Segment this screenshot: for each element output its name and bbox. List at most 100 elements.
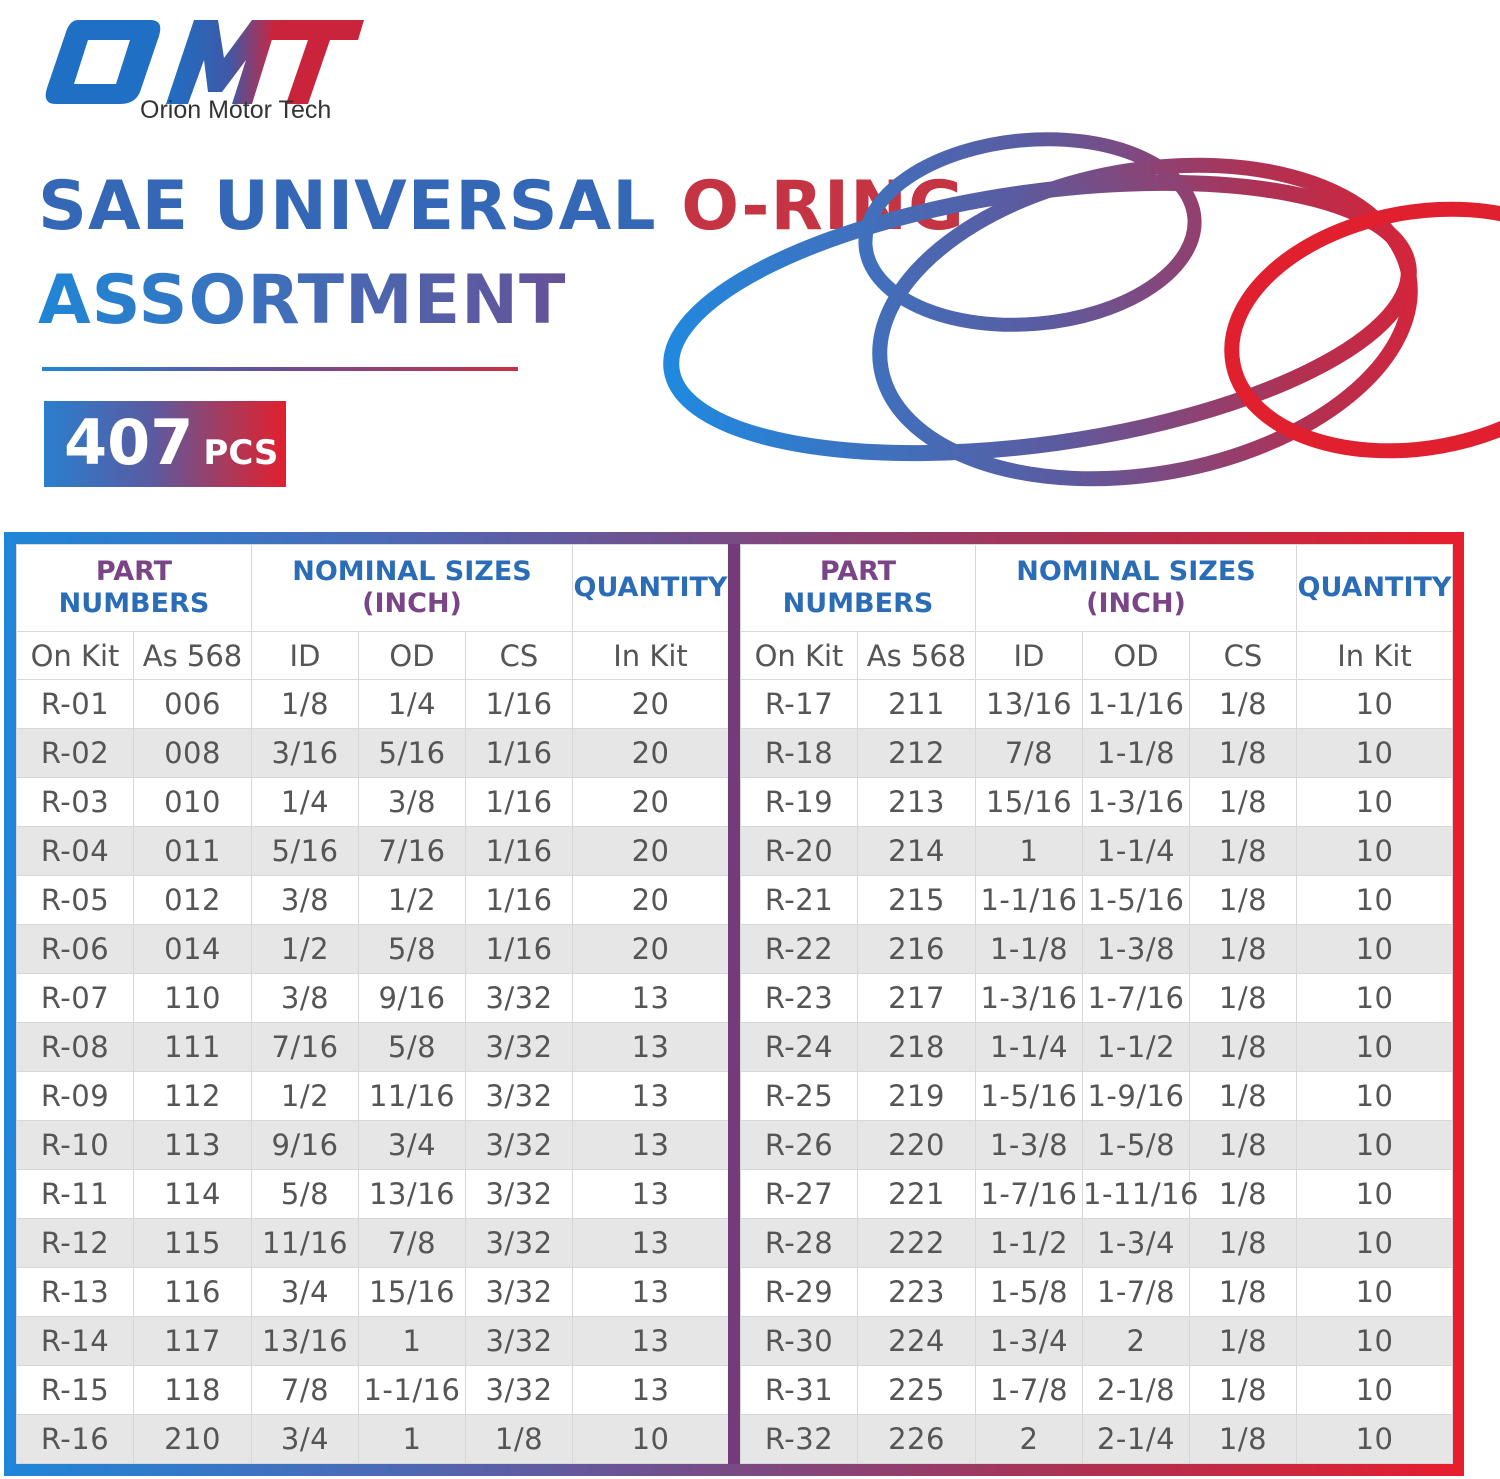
table-body-left: R-01 006 1/8 1/4 1/16 20 R-02 008 3/16 5/16 1/16 20… (16, 679, 730, 1464)
cs-cell: 1/8 (1188, 728, 1298, 778)
sizes-table: PART NUMBERS NOMINAL SIZES (INCH) QUANTI… (16, 544, 1454, 1464)
id-cell: 1/2 (251, 1071, 359, 1121)
col-id: ID (975, 631, 1083, 680)
cs-cell: 1/8 (464, 1414, 574, 1464)
cs-cell: 1/8 (1188, 777, 1298, 827)
as-568-cell: 008 (133, 728, 252, 778)
id-cell: 1-5/8 (975, 1267, 1083, 1317)
table-row: R-14 117 13/16 1 3/32 13 (16, 1316, 730, 1366)
cs-cell: 1/16 (464, 826, 574, 876)
od-cell: 5/16 (358, 728, 466, 778)
table-row: R-29 223 1-5/8 1-7/8 1/8 10 (740, 1267, 1454, 1317)
quantity-header: QUANTITY (572, 544, 730, 632)
id-cell: 1-1/2 (975, 1218, 1083, 1268)
part-on-kit-cell: R-32 (740, 1414, 858, 1464)
o-ring-center-icon (872, 157, 1418, 487)
table-row: R-19 213 15/16 1-3/16 1/8 10 (740, 777, 1454, 827)
col-on-kit: On Kit (740, 631, 858, 680)
cs-cell: 1/8 (1188, 1022, 1298, 1072)
as-568-cell: 116 (133, 1267, 252, 1317)
in-kit-cell: 20 (572, 679, 730, 729)
od-cell: 1-3/4 (1082, 1218, 1190, 1268)
table-row: R-28 222 1-1/2 1-3/4 1/8 10 (740, 1218, 1454, 1268)
as-568-cell: 216 (857, 924, 976, 974)
as-568-cell: 221 (857, 1169, 976, 1219)
id-cell: 1-1/16 (975, 875, 1083, 925)
as-568-cell: 210 (133, 1414, 252, 1464)
cs-cell: 3/32 (464, 1169, 574, 1219)
od-cell: 1-1/2 (1082, 1022, 1190, 1072)
table-row: R-27 221 1-7/16 1-11/16 1/8 10 (740, 1169, 1454, 1219)
part-on-kit-cell: R-23 (740, 973, 858, 1023)
id-cell: 1 (975, 826, 1083, 876)
id-cell: 13/16 (975, 679, 1083, 729)
in-kit-cell: 13 (572, 1365, 730, 1415)
logo-letter-m-icon (166, 20, 278, 104)
table-row: R-30 224 1-3/4 2 1/8 10 (740, 1316, 1454, 1366)
in-kit-cell: 13 (572, 1120, 730, 1170)
od-cell: 9/16 (358, 973, 466, 1023)
table-row: R-12 115 11/16 7/8 3/32 13 (16, 1218, 730, 1268)
od-cell: 1-3/16 (1082, 777, 1190, 827)
in-kit-cell: 10 (1296, 728, 1454, 778)
as-568-cell: 220 (857, 1120, 976, 1170)
as-568-cell: 011 (133, 826, 252, 876)
cs-cell: 1/8 (1188, 973, 1298, 1023)
col-cs: CS (464, 631, 574, 680)
col-in-kit: In Kit (1296, 631, 1454, 680)
part-on-kit-cell: R-24 (740, 1022, 858, 1072)
od-cell: 5/8 (358, 924, 466, 974)
in-kit-cell: 10 (1296, 1071, 1454, 1121)
table-row: R-16 210 3/4 1 1/8 10 (16, 1414, 730, 1464)
in-kit-cell: 13 (572, 1071, 730, 1121)
id-cell: 7/16 (251, 1022, 359, 1072)
cs-cell: 3/32 (464, 973, 574, 1023)
id-cell: 3/8 (251, 973, 359, 1023)
part-on-kit-cell: R-30 (740, 1316, 858, 1366)
cs-cell: 1/8 (1188, 924, 1298, 974)
od-cell: 1-9/16 (1082, 1071, 1190, 1121)
table-row: R-22 216 1-1/8 1-3/8 1/8 10 (740, 924, 1454, 974)
table-row: R-17 211 13/16 1-1/16 1/8 10 (740, 679, 1454, 729)
col-as-568: As 568 (133, 631, 252, 680)
in-kit-cell: 10 (1296, 1218, 1454, 1268)
col-od: OD (1082, 631, 1190, 680)
logo-letter-t-icon (268, 20, 364, 104)
table-row: R-26 220 1-3/8 1-5/8 1/8 10 (740, 1120, 1454, 1170)
in-kit-cell: 13 (572, 1316, 730, 1366)
cs-cell: 1/16 (464, 875, 574, 925)
as-568-cell: 010 (133, 777, 252, 827)
in-kit-cell: 20 (572, 924, 730, 974)
part-on-kit-cell: R-20 (740, 826, 858, 876)
table-row: R-03 010 1/4 3/8 1/16 20 (16, 777, 730, 827)
part-on-kit-cell: R-21 (740, 875, 858, 925)
as-568-cell: 217 (857, 973, 976, 1023)
brand-name: Orion Motor Tech (140, 96, 331, 123)
as-568-cell: 211 (857, 679, 976, 729)
od-cell: 3/4 (358, 1120, 466, 1170)
in-kit-cell: 13 (572, 1267, 730, 1317)
id-cell: 1/8 (251, 679, 359, 729)
as-568-cell: 114 (133, 1169, 252, 1219)
id-cell: 3/16 (251, 728, 359, 778)
id-cell: 3/4 (251, 1267, 359, 1317)
o-ring-illustration (663, 132, 1500, 487)
table-row: R-21 215 1-1/16 1-5/16 1/8 10 (740, 875, 1454, 925)
table-row: R-15 118 7/8 1-1/16 3/32 13 (16, 1365, 730, 1415)
o-ring-right-icon (1224, 201, 1500, 459)
in-kit-cell: 13 (572, 973, 730, 1023)
od-cell: 1-11/16 (1082, 1169, 1199, 1219)
part-on-kit-cell: R-04 (16, 826, 134, 876)
piece-count-badge: 407 PCS (44, 401, 286, 487)
in-kit-cell: 10 (1296, 777, 1454, 827)
part-on-kit-cell: R-05 (16, 875, 134, 925)
as-568-cell: 117 (133, 1316, 252, 1366)
cs-cell: 1/8 (1188, 1267, 1298, 1317)
id-cell: 5/8 (251, 1169, 359, 1219)
cs-cell: 3/32 (464, 1120, 574, 1170)
as-568-cell: 218 (857, 1022, 976, 1072)
id-cell: 1-1/8 (975, 924, 1083, 974)
od-cell: 1-5/16 (1082, 875, 1190, 925)
part-on-kit-cell: R-06 (16, 924, 134, 974)
id-cell: 1-7/8 (975, 1365, 1083, 1415)
